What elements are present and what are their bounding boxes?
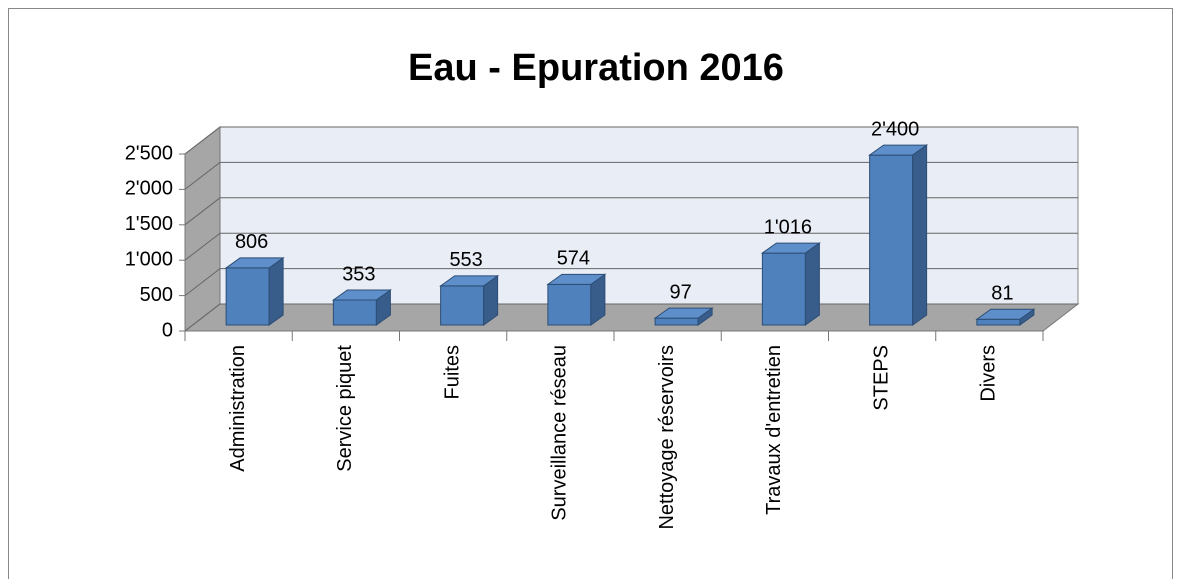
x-tick-label: STEPS <box>870 345 892 411</box>
bar-front <box>761 252 806 326</box>
y-tick-label: 1'000 <box>125 248 173 270</box>
bar-side <box>912 144 928 326</box>
bar <box>653 307 714 326</box>
bar-front <box>332 299 377 326</box>
bar <box>760 242 821 326</box>
x-tick-label: Service piquet <box>334 345 356 472</box>
grid-line <box>184 232 1078 261</box>
x-tick-label: Surveillance réseau <box>549 345 571 521</box>
bar-side <box>268 256 284 326</box>
value-label: 97 <box>670 281 692 303</box>
grid-line <box>184 197 1078 226</box>
bar-top <box>224 257 285 269</box>
bar <box>331 289 392 326</box>
bar <box>975 308 1036 326</box>
bar <box>224 256 285 326</box>
bar-front <box>869 154 914 326</box>
value-label: 1'016 <box>764 216 812 238</box>
value-label: 574 <box>557 248 590 270</box>
value-label: 353 <box>342 263 375 285</box>
bar <box>439 274 500 326</box>
bar-top <box>868 144 929 156</box>
x-tick-label: Travaux d'entretien <box>763 345 785 515</box>
y-tick-label: 1'500 <box>125 213 173 235</box>
bar-top <box>975 308 1036 320</box>
bar-front <box>976 318 1021 326</box>
bar <box>546 273 607 326</box>
x-tick-label: Administration <box>227 345 249 472</box>
grid-line <box>184 161 1078 190</box>
y-tick-label: 500 <box>140 284 173 306</box>
bar-top <box>546 273 607 285</box>
bar-front <box>654 317 699 326</box>
bar-front <box>547 283 592 326</box>
bar-side <box>804 242 820 326</box>
value-label: 806 <box>235 231 268 253</box>
y-tick-label: 0 <box>162 319 173 341</box>
y-tick-label: 2'500 <box>125 142 173 164</box>
x-tick-label: Divers <box>978 345 1000 402</box>
bar-front <box>440 285 485 326</box>
chart-title: Eau - Epuration 2016 <box>408 47 784 89</box>
grid-line <box>184 126 1078 155</box>
floor <box>183 303 1080 332</box>
y-tick-label: 2'000 <box>125 178 173 200</box>
bar-top <box>653 307 714 319</box>
bar-top <box>439 275 500 287</box>
value-label: 553 <box>449 249 482 271</box>
bar-top <box>331 289 392 301</box>
bar <box>868 144 929 326</box>
value-label: 2'400 <box>871 118 919 140</box>
x-tick-label: Nettoyage réservoirs <box>656 345 678 530</box>
bar-top <box>760 242 821 254</box>
bar-front <box>225 267 270 326</box>
value-label: 81 <box>991 283 1013 305</box>
side-wall <box>184 125 221 333</box>
x-tick-label: Fuites <box>441 345 463 399</box>
